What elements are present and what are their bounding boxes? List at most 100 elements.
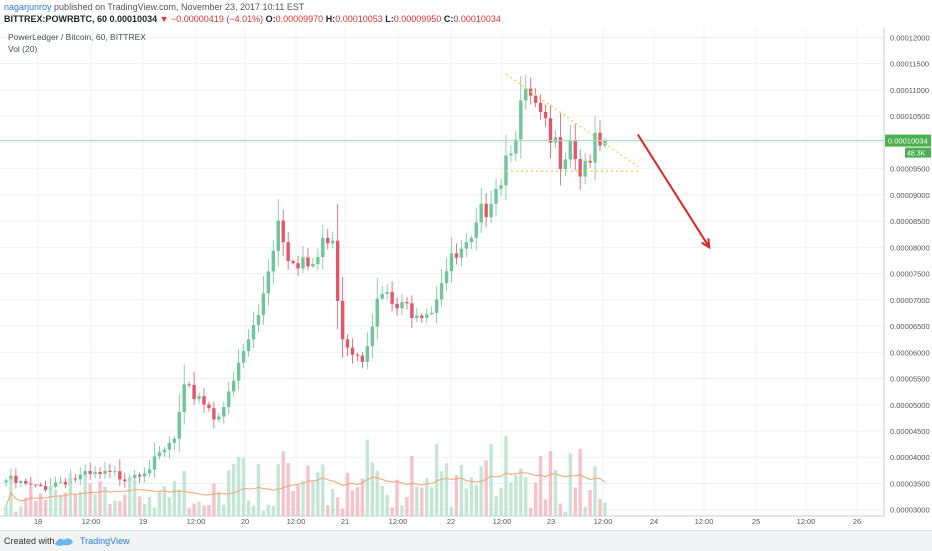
volume-bar (108, 503, 112, 516)
candle-body (246, 339, 251, 352)
volume-bar (444, 463, 449, 516)
volume-bar (24, 497, 28, 516)
author-link[interactable]: nagarjunroy (4, 2, 52, 12)
volume-bar (58, 494, 63, 516)
candle-body (479, 203, 483, 223)
volume-bar (227, 470, 231, 516)
symbol-label: BITTREX:POWRBTC, 60 (4, 14, 108, 24)
volume-bar (232, 463, 236, 516)
low-value: 0.00009950 (393, 14, 442, 24)
candle-body (261, 293, 266, 316)
volume-bar (390, 507, 394, 516)
candle-body (113, 471, 117, 473)
candle-body (172, 438, 176, 443)
candle-body (19, 480, 23, 483)
volume-bar (172, 481, 176, 516)
candle-body (321, 237, 325, 258)
candle-body (187, 384, 191, 386)
volume-bar (459, 464, 464, 516)
volume-bar (266, 504, 271, 516)
candle-body (197, 396, 201, 400)
candle-body (326, 237, 330, 244)
candle-body (137, 474, 142, 477)
candle-body (405, 302, 409, 304)
candle-body (350, 347, 355, 355)
candle-body (583, 160, 587, 177)
last-price-tag (885, 134, 931, 147)
candle-body (24, 480, 28, 484)
volume-bar (78, 491, 82, 516)
candle-body (410, 303, 414, 318)
publish-info: published on TradingView.com, November 2… (54, 2, 305, 12)
candle-body (202, 396, 206, 405)
y-tick-label: 0.00006500 (890, 322, 930, 331)
candle-body (281, 220, 285, 243)
volume-tag-label: 48.3K (907, 151, 926, 158)
candle-body (316, 257, 320, 264)
high-label: H: (325, 14, 336, 24)
volume-bar (568, 453, 572, 516)
candle-body (449, 253, 454, 272)
volume-bar (449, 506, 454, 516)
volume-bar (197, 501, 201, 516)
volume-bar (499, 488, 503, 516)
volume-bar (543, 499, 548, 516)
triangle-upper-line (505, 73, 639, 168)
volume-bar (128, 477, 132, 516)
candle-body (103, 470, 107, 475)
volume-bar (395, 479, 399, 516)
volume-bar (251, 505, 256, 516)
low-label: L: (385, 14, 394, 24)
volume-bar (548, 450, 553, 516)
y-tick-label: 0.00011500 (890, 60, 929, 69)
last-price: 0.00010034 (109, 14, 158, 24)
chart-area[interactable]: 0.00012000 0.00011500 0.00011000 0.00010500… (0, 28, 932, 530)
candle-body (98, 471, 102, 475)
y-tick-label: 0.00005500 (890, 375, 930, 384)
candle-body (444, 271, 449, 284)
candle-body (58, 481, 63, 483)
x-tick-label: 12:00 (797, 517, 816, 526)
volume-bar (583, 506, 587, 516)
created-with-label: Created with (4, 536, 55, 546)
volume-bar (598, 499, 602, 516)
candle-body (133, 474, 137, 478)
volume-bar (83, 474, 87, 516)
volume-bar (345, 472, 350, 516)
last-price-label: 0.00010034 (888, 137, 928, 146)
candle-body (306, 257, 310, 267)
candle-body (167, 442, 172, 450)
volume-bar (271, 505, 275, 516)
close-label: C: (443, 14, 454, 24)
volume-bar (400, 505, 404, 516)
candle-body (360, 355, 365, 362)
volume-tag (905, 147, 931, 158)
volume-bar (519, 468, 523, 516)
candle-body (543, 111, 548, 119)
publish-line: nagarjunroy published on TradingView.com… (4, 2, 304, 12)
volume-bar (38, 493, 43, 516)
candle-body (553, 137, 558, 143)
volume-bar (162, 485, 167, 516)
y-tick-label: 0.00009500 (890, 165, 930, 174)
y-tick-label: 0.00004500 (890, 427, 930, 436)
candle-body (434, 299, 439, 313)
volume-bar (504, 435, 508, 516)
y-tick-label: 0.00005000 (890, 401, 930, 410)
price-chart[interactable]: 0.00012000 0.00011500 0.00011000 0.00010500… (0, 28, 932, 530)
tradingview-logo-icon (55, 538, 73, 546)
candle-body (232, 380, 236, 392)
volume-bar (147, 496, 152, 516)
tradingview-link[interactable]: TradingView (80, 536, 130, 546)
candle-body (464, 242, 469, 249)
candle-body (439, 283, 444, 300)
x-tick-label: 12:00 (187, 517, 206, 526)
volume-bar (281, 451, 285, 516)
volume-bar (187, 508, 191, 516)
high-value: 0.00010053 (335, 14, 383, 24)
x-tick-label: 12:00 (389, 517, 408, 526)
volume-bar (212, 483, 216, 516)
volume-ma-line (5, 472, 606, 507)
volume-bar (63, 492, 68, 516)
volume-bar (177, 489, 181, 516)
